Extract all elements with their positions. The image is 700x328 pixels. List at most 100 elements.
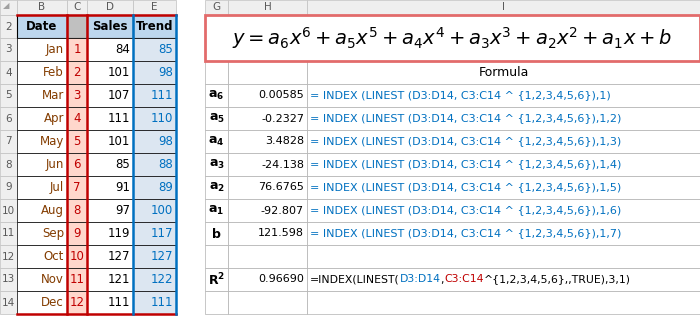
Text: E: E bbox=[151, 3, 158, 12]
Text: 127: 127 bbox=[150, 250, 173, 263]
Text: 3: 3 bbox=[74, 89, 80, 102]
Bar bbox=[205, 84, 228, 107]
Text: Sep: Sep bbox=[42, 227, 64, 240]
Text: = INDEX (LINEST (D3:D14, C3:C14 ^ {1,2,3,4,5,6}),1,7): = INDEX (LINEST (D3:D14, C3:C14 ^ {1,2,3… bbox=[310, 229, 622, 238]
Text: 6: 6 bbox=[74, 158, 80, 171]
Bar bbox=[133, 268, 176, 291]
Text: 89: 89 bbox=[158, 181, 173, 194]
Text: 111: 111 bbox=[108, 296, 130, 309]
Bar bbox=[67, 107, 87, 130]
Bar bbox=[0, 176, 17, 199]
Text: 13: 13 bbox=[2, 275, 15, 284]
Text: $\mathbf{R^2}$: $\mathbf{R^2}$ bbox=[208, 271, 225, 288]
Bar bbox=[67, 130, 87, 153]
Bar bbox=[67, 176, 87, 199]
Bar bbox=[133, 61, 176, 84]
Bar bbox=[17, 222, 67, 245]
Text: G: G bbox=[212, 3, 220, 12]
Text: = INDEX (LINEST (D3:D14, C3:C14 ^ {1,2,3,4,5,6}),1): = INDEX (LINEST (D3:D14, C3:C14 ^ {1,2,3… bbox=[310, 91, 610, 100]
Bar bbox=[307, 268, 700, 291]
Bar bbox=[133, 15, 176, 38]
Text: 9: 9 bbox=[74, 227, 80, 240]
Text: 100: 100 bbox=[150, 204, 173, 217]
Text: 98: 98 bbox=[158, 135, 173, 148]
Bar bbox=[205, 15, 700, 61]
Text: 11: 11 bbox=[2, 229, 15, 238]
Bar bbox=[0, 291, 17, 314]
Bar bbox=[17, 0, 67, 15]
Bar bbox=[17, 153, 67, 176]
Bar bbox=[133, 245, 176, 268]
Bar bbox=[133, 0, 176, 15]
Bar bbox=[205, 0, 228, 15]
Text: 9: 9 bbox=[5, 182, 12, 193]
Text: -92.807: -92.807 bbox=[261, 206, 304, 215]
Text: $y = a_6x^6 + a_5x^5 + a_4x^4 + a_3x^3 + a_2x^2 + a_1x + b$: $y = a_6x^6 + a_5x^5 + a_4x^4 + a_3x^3 +… bbox=[232, 25, 673, 51]
Text: Date: Date bbox=[27, 20, 57, 33]
Bar bbox=[307, 199, 700, 222]
Bar bbox=[307, 107, 700, 130]
Text: 4: 4 bbox=[74, 112, 80, 125]
Text: 7: 7 bbox=[74, 181, 80, 194]
Text: 121: 121 bbox=[108, 273, 130, 286]
Bar bbox=[228, 130, 307, 153]
Text: 107: 107 bbox=[108, 89, 130, 102]
Text: 11: 11 bbox=[69, 273, 85, 286]
Text: 0.00585: 0.00585 bbox=[258, 91, 304, 100]
Text: D: D bbox=[106, 3, 114, 12]
Bar bbox=[133, 38, 176, 61]
Bar bbox=[307, 153, 700, 176]
Text: 101: 101 bbox=[108, 66, 130, 79]
Bar bbox=[0, 268, 17, 291]
Bar bbox=[67, 38, 87, 61]
Text: -0.2327: -0.2327 bbox=[261, 113, 304, 124]
Bar bbox=[228, 61, 307, 84]
Bar bbox=[67, 61, 87, 84]
Bar bbox=[133, 130, 176, 153]
Bar bbox=[67, 291, 87, 314]
Bar bbox=[0, 199, 17, 222]
Text: Jul: Jul bbox=[50, 181, 64, 194]
Text: 5: 5 bbox=[74, 135, 80, 148]
Bar bbox=[87, 291, 133, 314]
Text: 5: 5 bbox=[5, 91, 12, 100]
Bar bbox=[307, 84, 700, 107]
Bar bbox=[67, 268, 87, 291]
Text: 111: 111 bbox=[150, 296, 173, 309]
Bar bbox=[67, 0, 87, 15]
Bar bbox=[205, 222, 228, 245]
Bar bbox=[17, 15, 67, 38]
Bar bbox=[0, 107, 17, 130]
Bar bbox=[67, 245, 87, 268]
Bar bbox=[67, 222, 87, 245]
Text: 8: 8 bbox=[5, 159, 12, 170]
Text: = INDEX (LINEST (D3:D14, C3:C14 ^ {1,2,3,4,5,6}),1,6): = INDEX (LINEST (D3:D14, C3:C14 ^ {1,2,3… bbox=[310, 206, 622, 215]
Text: 4: 4 bbox=[5, 68, 12, 77]
Bar bbox=[205, 199, 228, 222]
Text: = INDEX (LINEST (D3:D14, C3:C14 ^ {1,2,3,4,5,6}),1,2): = INDEX (LINEST (D3:D14, C3:C14 ^ {1,2,3… bbox=[310, 113, 622, 124]
Bar bbox=[133, 153, 176, 176]
Bar bbox=[205, 268, 228, 291]
Bar bbox=[0, 38, 17, 61]
Bar bbox=[205, 153, 228, 176]
Bar bbox=[133, 107, 176, 130]
Text: Jun: Jun bbox=[46, 158, 64, 171]
Text: 127: 127 bbox=[108, 250, 130, 263]
Text: Dec: Dec bbox=[41, 296, 64, 309]
Text: Sales: Sales bbox=[92, 20, 127, 33]
Bar bbox=[0, 153, 17, 176]
Bar bbox=[0, 0, 17, 15]
Text: 98: 98 bbox=[158, 66, 173, 79]
Bar bbox=[307, 176, 700, 199]
Text: Formula: Formula bbox=[478, 66, 528, 79]
Text: D3:D14: D3:D14 bbox=[400, 275, 440, 284]
Text: 97: 97 bbox=[115, 204, 130, 217]
Text: 8: 8 bbox=[74, 204, 80, 217]
Bar bbox=[133, 222, 176, 245]
Bar bbox=[228, 291, 307, 314]
Text: = INDEX (LINEST (D3:D14, C3:C14 ^ {1,2,3,4,5,6}),1,4): = INDEX (LINEST (D3:D14, C3:C14 ^ {1,2,3… bbox=[310, 159, 622, 170]
Bar bbox=[87, 0, 133, 15]
Text: Aug: Aug bbox=[41, 204, 64, 217]
Bar bbox=[307, 130, 700, 153]
Bar bbox=[87, 61, 133, 84]
